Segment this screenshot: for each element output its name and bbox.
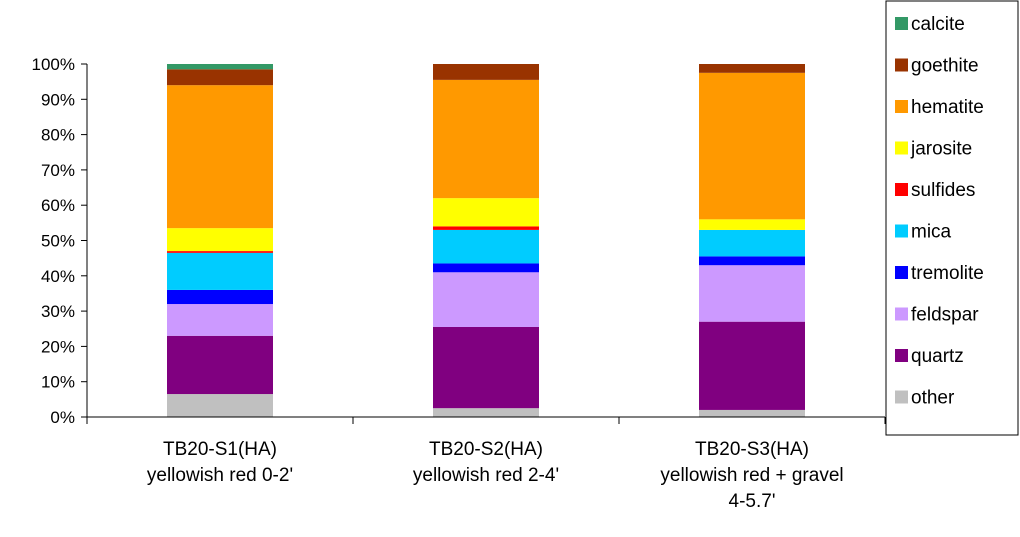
y-tick-label: 60%: [41, 196, 75, 215]
x-category-label-line: yellowish red + gravel: [660, 465, 843, 486]
bar-stack: [167, 64, 273, 417]
bar-segment-hematite: [167, 85, 273, 229]
legend-swatch: [895, 349, 908, 362]
bar-segment-other: [699, 409, 805, 417]
x-category-label-line: TB20-S3(HA): [695, 439, 809, 460]
bar-segment-feldspar: [433, 272, 539, 327]
legend-swatch: [895, 266, 908, 279]
x-category-label-line: 4-5.7': [729, 491, 776, 512]
legend-label: hematite: [911, 97, 984, 118]
bar-segment-feldspar: [699, 265, 805, 322]
bar-segment-quartz: [699, 321, 805, 410]
legend-swatch: [895, 224, 908, 238]
legend-label: goethite: [911, 56, 979, 77]
legend-item-sulfides: sulfides: [895, 180, 975, 201]
legend: calcite goethite hematite jarosite sulfides m…: [885, 0, 1019, 436]
legend-swatch: [895, 141, 908, 155]
legend-item-quartz: quartz: [895, 346, 964, 367]
x-category-label-line: yellowish red 2-4': [413, 465, 559, 486]
x-category-label-line: TB20-S1(HA): [163, 439, 277, 460]
y-tick-label: 0%: [50, 408, 75, 427]
y-tick-label: 70%: [41, 161, 75, 180]
x-category-label: TB20-S3(HA) yellowish red + gravel 4-5.7': [660, 439, 843, 512]
bar-segment-jarosite: [699, 219, 805, 230]
bar-segment-hematite: [699, 72, 805, 220]
bar-segment-sulfides: [433, 226, 539, 230]
bar-segment-jarosite: [167, 228, 273, 252]
legend-swatch: [895, 307, 908, 321]
legend-item-goethite: goethite: [895, 56, 979, 77]
legend-item-mica: mica: [895, 222, 952, 243]
x-category-label-line: TB20-S2(HA): [429, 439, 543, 460]
bar-segment-mica: [167, 252, 273, 290]
legend-swatch: [895, 100, 908, 113]
bar-segment-tremolite: [167, 289, 273, 305]
bar-segment-mica: [699, 229, 805, 257]
bar-segment-goethite: [167, 69, 273, 86]
bar-segment-quartz: [167, 335, 273, 395]
legend-label: other: [911, 388, 955, 409]
legend-label: feldspar: [911, 305, 979, 326]
bar-segment-mica: [433, 229, 539, 264]
legend-item-feldspar: feldspar: [895, 305, 979, 326]
legend-label: jarosite: [910, 139, 972, 160]
bar-segment-goethite: [433, 64, 539, 80]
legend-item-tremolite: tremolite: [895, 263, 984, 284]
bar-segment-tremolite: [433, 263, 539, 273]
bar-segment-quartz: [433, 326, 539, 409]
y-tick-label: 100%: [32, 55, 75, 74]
bar-segment-tremolite: [699, 256, 805, 266]
y-tick-label: 40%: [41, 267, 75, 286]
bar-segment-goethite: [699, 64, 805, 73]
y-tick-label: 30%: [41, 302, 75, 321]
legend-item-other: other: [895, 388, 955, 409]
legend-label: tremolite: [911, 263, 984, 284]
y-tick-label: 90%: [41, 90, 75, 109]
bar-segment-other: [167, 394, 273, 417]
bar-segment-feldspar: [167, 304, 273, 336]
bar-segment-calcite: [167, 64, 273, 70]
x-axis: TB20-S1(HA) yellowish red 0-2' TB20-S2(HA)…: [86, 416, 886, 512]
bar-segment-other: [433, 408, 539, 417]
y-tick-label: 20%: [41, 337, 75, 356]
legend-item-hematite: hematite: [895, 97, 984, 118]
y-tick-label: 80%: [41, 126, 75, 145]
y-tick-label: 50%: [41, 232, 75, 251]
legend-item-calcite: calcite: [895, 14, 965, 35]
legend-label: quartz: [911, 346, 964, 367]
x-category-label: TB20-S2(HA) yellowish red 2-4': [413, 439, 559, 486]
legend-swatch: [895, 17, 908, 30]
legend-swatch: [895, 58, 908, 72]
y-tick-label: 10%: [41, 373, 75, 392]
legend-label: sulfides: [911, 180, 975, 201]
legend-box: [885, 0, 1019, 436]
legend-item-jarosite: jarosite: [895, 139, 972, 160]
bar-segment-hematite: [433, 79, 539, 199]
bar-stacks: [167, 64, 805, 417]
legend-swatch: [895, 390, 908, 404]
x-category-label-line: yellowish red 0-2': [147, 465, 293, 486]
bar-segment-sulfides: [167, 251, 273, 253]
legend-label: calcite: [911, 14, 965, 35]
legend-swatch: [895, 183, 908, 196]
bar-segment-jarosite: [433, 198, 539, 227]
bar-stack: [433, 64, 539, 417]
x-category-label: TB20-S1(HA) yellowish red 0-2': [147, 439, 293, 486]
bar-stack: [699, 64, 805, 417]
legend-label: mica: [911, 222, 952, 243]
y-axis: 0% 10% 20% 30% 40% 50% 60% 70% 80% 90% 100%: [32, 55, 88, 427]
